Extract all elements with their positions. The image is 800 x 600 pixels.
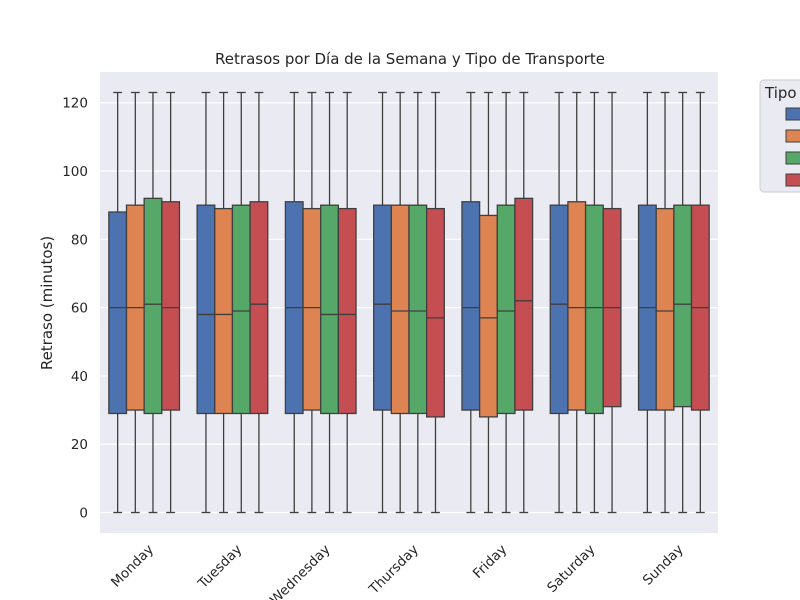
iqr-box (655, 207, 675, 411)
iqr-box (549, 204, 569, 415)
y-axis-label: Retraso (minutos) (38, 236, 56, 370)
x-tick-label: Wednesday (267, 542, 334, 600)
box-thursday-series-3 (408, 91, 428, 514)
legend-swatch (785, 107, 800, 121)
box-wednesday-series-4 (337, 91, 357, 514)
box-monday-series-1 (108, 91, 128, 514)
box-sunday-series-4 (690, 91, 710, 514)
box-tuesday-series-3 (231, 91, 251, 514)
x-tick-label: Thursday (365, 542, 421, 598)
y-tick-label: 20 (71, 437, 88, 453)
legend-title: Tipo (764, 84, 797, 102)
box-tuesday-series-4 (249, 91, 269, 514)
box-friday-series-3 (496, 91, 516, 514)
iqr-box (584, 204, 604, 415)
iqr-box (320, 204, 340, 415)
iqr-box (249, 201, 269, 415)
box-sunday-series-3 (673, 91, 693, 514)
x-tick-label: Sunday (640, 542, 687, 589)
iqr-box (673, 204, 693, 408)
box-friday-series-4 (514, 91, 534, 514)
chart-title: Retrasos por Día de la Semana y Tipo de … (215, 50, 605, 68)
box-monday-series-3 (143, 91, 163, 514)
legend: Tipo (759, 79, 800, 193)
box-series-group (108, 91, 710, 514)
y-axis-ticks: 0 20 40 60 80 100 120 (62, 96, 88, 522)
box-saturday-series-4 (602, 91, 622, 514)
iqr-box (496, 204, 516, 415)
y-tick-label: 120 (62, 96, 88, 112)
y-tick-label: 80 (71, 232, 88, 248)
iqr-box (337, 207, 357, 415)
x-tick-label: Monday (108, 542, 157, 591)
x-axis-ticks: Monday Tuesday Wednesday Thursday Friday Satu… (108, 542, 687, 600)
box-thursday-series-4 (426, 91, 445, 514)
iqr-box (231, 204, 251, 415)
legend-swatch (785, 151, 800, 165)
iqr-box (143, 197, 163, 415)
legend-swatch (785, 129, 800, 143)
iqr-box (161, 201, 181, 411)
iqr-box (478, 214, 498, 418)
iqr-box (461, 201, 481, 411)
iqr-box (373, 204, 392, 411)
legend-items (785, 107, 800, 187)
y-tick-label: 0 (79, 506, 88, 522)
iqr-box (514, 197, 534, 411)
x-tick-label: Friday (470, 542, 510, 582)
legend-swatch (785, 173, 800, 187)
box-tuesday-series-2 (214, 91, 234, 514)
x-tick-label: Tuesday (194, 542, 245, 593)
iqr-box (426, 207, 445, 418)
y-tick-label: 40 (71, 369, 88, 385)
iqr-box (390, 204, 410, 415)
iqr-box (214, 207, 234, 415)
iqr-box (408, 204, 428, 415)
box-monday-series-4 (161, 91, 181, 514)
iqr-box (108, 211, 128, 415)
box-wednesday-series-3 (320, 91, 340, 514)
iqr-box (196, 204, 216, 415)
y-tick-label: 60 (71, 301, 88, 317)
iqr-box (567, 201, 587, 411)
x-tick-label: Saturday (544, 542, 598, 596)
y-tick-label: 100 (62, 164, 88, 180)
iqr-box (302, 207, 322, 411)
